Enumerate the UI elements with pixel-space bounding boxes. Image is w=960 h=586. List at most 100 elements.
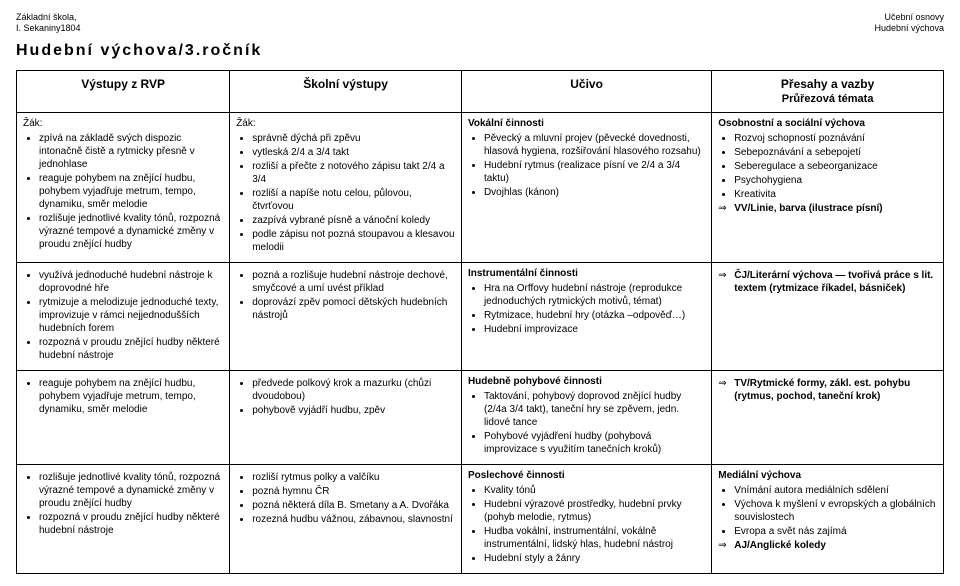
- cell-presahy: Osobnostní a sociální výchova Rozvoj sch…: [712, 113, 944, 263]
- cell-presahy: ČJ/Literární výchova — tvořivá práce s l…: [712, 263, 944, 371]
- list-item: zazpívá vybrané písně a vánoční koledy: [252, 214, 455, 227]
- list-item: Evropa a svět nás zajímá: [734, 525, 937, 538]
- presahy-list: Vnímání autora mediálních sdělení Výchov…: [718, 484, 937, 552]
- presahy-list: Rozvoj schopností poznávání Sebepoznáván…: [718, 132, 937, 215]
- list-item: předvede polkový krok a mazurku (chůzi d…: [252, 377, 455, 403]
- ucivo-list: Hra na Orffovy hudební nástroje (reprodu…: [468, 282, 705, 336]
- list-item: Hudba vokální, instrumentální, vokálně i…: [484, 525, 705, 551]
- sv-list: předvede polkový krok a mazurku (chůzi d…: [236, 377, 455, 417]
- presahy-heading: Osobnostní a sociální výchova: [718, 117, 937, 130]
- list-item: rozpozná v proudu znějící hudby některé …: [39, 336, 223, 362]
- list-item: správně dýchá při zpěvu: [252, 132, 455, 145]
- table-row: Žák: zpívá na základě svých dispozic int…: [17, 113, 944, 263]
- list-item: rozpozná v proudu znějící hudby některé …: [39, 511, 223, 537]
- list-item: podle zápisu not pozná stoupavou a klesa…: [252, 228, 455, 254]
- page-header: Základní škola, I. Sekaniny1804 Učební o…: [16, 12, 944, 34]
- curriculum-table: Výstupy z RVP Školní výstupy Učivo Přesa…: [16, 70, 944, 575]
- list-item: rozlišuje jednotlivé kvality tónů, rozpo…: [39, 212, 223, 251]
- ucivo-heading: Vokální činnosti: [468, 117, 705, 130]
- cell-ucivo: Vokální činnosti Pěvecký a mluvní projev…: [461, 113, 711, 263]
- list-item: Hudební výrazové prostředky, hudební prv…: [484, 498, 705, 524]
- col-header-presahy-l1: Přesahy a vazby: [781, 77, 874, 91]
- col-header-presahy-l2: Průřezová témata: [716, 92, 939, 106]
- list-item-arrow: ČJ/Literární výchova — tvořivá práce s l…: [734, 269, 937, 295]
- cell-ucivo: Instrumentální činnosti Hra na Orffovy h…: [461, 263, 711, 371]
- page-title: Hudební výchova/3.ročník: [16, 42, 944, 60]
- ucivo-heading: Instrumentální činnosti: [468, 267, 705, 280]
- rvp-list: zpívá na základě svých dispozic intonačn…: [23, 132, 223, 251]
- sv-label: Žák:: [236, 117, 455, 130]
- list-item: doprovází zpěv pomocí dětských hudebních…: [252, 296, 455, 322]
- list-item: zpívá na základě svých dispozic intonačn…: [39, 132, 223, 171]
- list-item: pozná některá díla B. Smetany a A. Dvořá…: [252, 499, 455, 512]
- list-item: Pěvecký a mluvní projev (pěvecké dovedno…: [484, 132, 705, 158]
- col-header-ucivo: Učivo: [461, 70, 711, 113]
- list-item-arrow: TV/Rytmické formy, zákl. est. pohybu (ry…: [734, 377, 937, 403]
- table-row: reaguje pohybem na znějící hudbu, pohybe…: [17, 371, 944, 465]
- list-item: využívá jednoduché hudební nástroje k do…: [39, 269, 223, 295]
- list-item-arrow: VV/Linie, barva (ilustrace písní): [734, 202, 937, 215]
- list-item: pozná a rozlišuje hudební nástroje decho…: [252, 269, 455, 295]
- cell-sv: pozná a rozlišuje hudební nástroje decho…: [230, 263, 462, 371]
- list-item: reaguje pohybem na znějící hudbu, pohybe…: [39, 172, 223, 211]
- list-item: Vnímání autora mediálních sdělení: [734, 484, 937, 497]
- presahy-arrow-text: AJ/Anglické koledy: [734, 540, 826, 551]
- list-item: rytmizuje a melodizuje jednoduché texty,…: [39, 296, 223, 335]
- list-item: rozliší a přečte z notového zápisu takt …: [252, 160, 455, 186]
- ucivo-heading: Poslechové činnosti: [468, 469, 705, 482]
- header-left: Základní škola, I. Sekaniny1804: [16, 12, 81, 34]
- list-item: Rytmizace, hudební hry (otázka –odpověď……: [484, 309, 705, 322]
- list-item: Rozvoj schopností poznávání: [734, 132, 937, 145]
- list-item: Kvality tónů: [484, 484, 705, 497]
- list-item: pohybově vyjádří hudbu, zpěv: [252, 404, 455, 417]
- rvp-list: využívá jednoduché hudební nástroje k do…: [23, 269, 223, 362]
- presahy-arrow-text: TV/Rytmické formy, zákl. est. pohybu (ry…: [734, 378, 910, 402]
- list-item: rozlišuje jednotlivé kvality tónů, rozpo…: [39, 471, 223, 510]
- list-item: vytleská 2/4 a 3/4 takt: [252, 146, 455, 159]
- cell-sv: rozliší rytmus polky a valčíku pozná hym…: [230, 465, 462, 574]
- ucivo-list: Pěvecký a mluvní projev (pěvecké dovedno…: [468, 132, 705, 199]
- header-right: Učební osnovy Hudební výchova: [874, 12, 944, 34]
- list-item: Pohybové vyjádření hudby (pohybová impro…: [484, 430, 705, 456]
- list-item: Seberegulace a sebeorganizace: [734, 160, 937, 173]
- list-item: rozezná hudbu vážnou, zábavnou, slavnost…: [252, 513, 455, 526]
- presahy-list: ČJ/Literární výchova — tvořivá práce s l…: [718, 269, 937, 295]
- list-item: Psychohygiena: [734, 174, 937, 187]
- list-item: Hudební rytmus (realizace písní ve 2/4 a…: [484, 159, 705, 185]
- ucivo-heading: Hudebně pohybové činnosti: [468, 375, 705, 388]
- cell-ucivo: Poslechové činnosti Kvality tónů Hudební…: [461, 465, 711, 574]
- list-item: Kreativita: [734, 188, 937, 201]
- cell-ucivo: Hudebně pohybové činnosti Taktování, poh…: [461, 371, 711, 465]
- cell-rvp: Žák: zpívá na základě svých dispozic int…: [17, 113, 230, 263]
- list-item: Hudební improvizace: [484, 323, 705, 336]
- list-item: pozná hymnu ČR: [252, 485, 455, 498]
- cell-rvp: reaguje pohybem na znějící hudbu, pohybe…: [17, 371, 230, 465]
- sv-list: pozná a rozlišuje hudební nástroje decho…: [236, 269, 455, 322]
- cell-sv: Žák: správně dýchá při zpěvu vytleská 2/…: [230, 113, 462, 263]
- table-row: využívá jednoduché hudební nástroje k do…: [17, 263, 944, 371]
- cell-presahy: Mediální výchova Vnímání autora mediální…: [712, 465, 944, 574]
- presahy-heading: Mediální výchova: [718, 469, 937, 482]
- cell-presahy: TV/Rytmické formy, zákl. est. pohybu (ry…: [712, 371, 944, 465]
- list-item: Taktování, pohybový doprovod znějící hud…: [484, 390, 705, 429]
- ucivo-list: Kvality tónů Hudební výrazové prostředky…: [468, 484, 705, 565]
- cell-rvp: rozlišuje jednotlivé kvality tónů, rozpo…: [17, 465, 230, 574]
- col-header-rvp: Výstupy z RVP: [17, 70, 230, 113]
- table-row: rozlišuje jednotlivé kvality tónů, rozpo…: [17, 465, 944, 574]
- rvp-label: Žák:: [23, 117, 223, 130]
- col-header-presahy: Přesahy a vazby Průřezová témata: [712, 70, 944, 113]
- presahy-list: TV/Rytmické formy, zákl. est. pohybu (ry…: [718, 377, 937, 403]
- list-item: Dvojhlas (kánon): [484, 186, 705, 199]
- col-header-sv: Školní výstupy: [230, 70, 462, 113]
- list-item: Hra na Orffovy hudební nástroje (reprodu…: [484, 282, 705, 308]
- rvp-list: reaguje pohybem na znějící hudbu, pohybe…: [23, 377, 223, 416]
- list-item: Sebepoznávání a sebepojetí: [734, 146, 937, 159]
- presahy-arrow-text: ČJ/Literární výchova — tvořivá práce s l…: [734, 270, 933, 294]
- presahy-arrow-text: VV/Linie, barva (ilustrace písní): [734, 203, 882, 214]
- list-item: rozliší rytmus polky a valčíku: [252, 471, 455, 484]
- cell-rvp: využívá jednoduché hudební nástroje k do…: [17, 263, 230, 371]
- sv-list: rozliší rytmus polky a valčíku pozná hym…: [236, 471, 455, 526]
- ucivo-list: Taktování, pohybový doprovod znějící hud…: [468, 390, 705, 456]
- rvp-list: rozlišuje jednotlivé kvality tónů, rozpo…: [23, 471, 223, 537]
- list-item: Výchova k myšlení v evropských a globáln…: [734, 498, 937, 524]
